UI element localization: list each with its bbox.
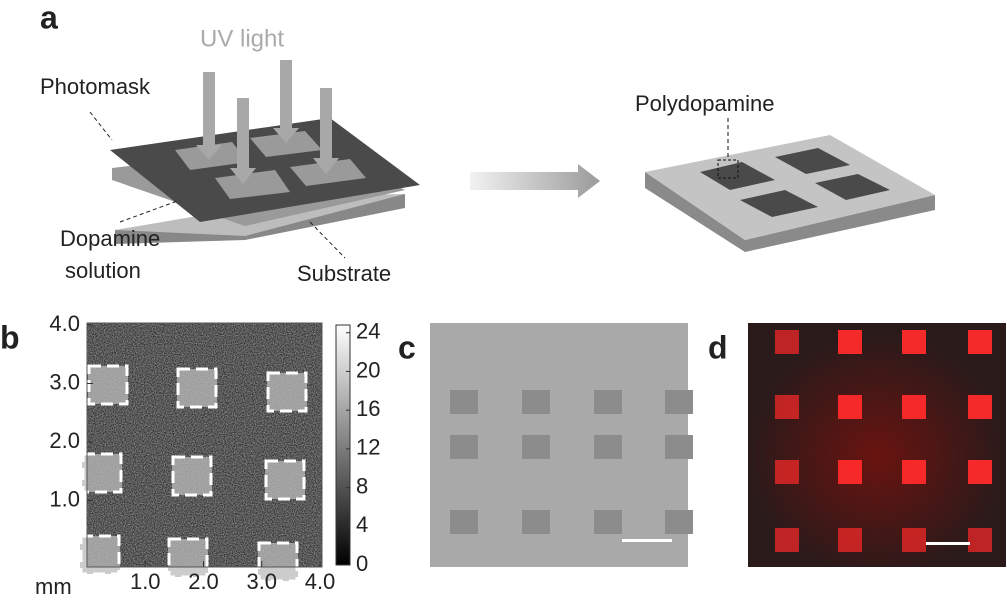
- polydopamine-label: Polydopamine: [635, 91, 774, 116]
- photomask-label: Photomask: [40, 74, 151, 99]
- uv-arrows: [196, 60, 339, 184]
- dashed-box: [266, 371, 308, 413]
- substrate-side: [645, 172, 935, 252]
- pda-square: [522, 390, 550, 414]
- pda-square: [594, 390, 622, 414]
- colorbar-tick-label: 16: [356, 396, 380, 421]
- leader: [89, 111, 113, 141]
- pda-square: [594, 510, 622, 534]
- x-tick-label: 2.0: [188, 569, 219, 594]
- scale-bar: [926, 542, 970, 545]
- pda-square: [594, 435, 622, 459]
- pda-square: [450, 435, 478, 459]
- bright-square: [265, 461, 305, 499]
- bright-square: [172, 457, 212, 495]
- pda-square: [450, 510, 478, 534]
- y-tick-label: 1.0: [49, 486, 80, 511]
- map-frame: [86, 322, 323, 568]
- fluorescence-image: [748, 323, 1006, 567]
- axis-unit: mm: [35, 574, 72, 599]
- fluorescent-square: [838, 460, 862, 484]
- map-noise: [87, 323, 322, 567]
- fluorescent-square: [902, 460, 926, 484]
- colorbar: [335, 324, 351, 566]
- bright-square: [258, 543, 298, 581]
- y-tick-label: 2.0: [49, 428, 80, 453]
- pattern-squares: [450, 390, 693, 534]
- photomask: [110, 118, 420, 222]
- bright-square: [168, 539, 208, 577]
- colorbar-tick-label: 0: [356, 551, 368, 576]
- dashed-box: [264, 459, 306, 501]
- dashed-box: [87, 364, 129, 406]
- pattern-squares: [79, 364, 308, 583]
- pda-square: [665, 435, 693, 459]
- substrate-top: [645, 135, 935, 240]
- panel-label: a: [40, 0, 58, 35]
- fluorescent-square: [902, 330, 926, 354]
- fluorescent-square: [968, 395, 992, 419]
- fluorescent-square: [775, 528, 799, 552]
- dashed-box: [171, 455, 213, 497]
- scale-bar: [622, 539, 672, 542]
- fluorescent-square: [902, 395, 926, 419]
- pda-square: [522, 435, 550, 459]
- bright-square: [82, 454, 122, 492]
- dashed-box: [176, 367, 218, 409]
- y-tick-label: 4.0: [49, 311, 80, 336]
- colorbar-tick-label: 24: [356, 319, 380, 344]
- leader: [119, 199, 181, 223]
- pda-square: [450, 390, 478, 414]
- fluorescent-square: [968, 460, 992, 484]
- panel-label: d: [708, 329, 728, 365]
- process-arrow: [470, 164, 600, 198]
- fluorescent-square: [838, 330, 862, 354]
- substrate-label: Substrate: [297, 261, 391, 286]
- pda-square: [665, 390, 693, 414]
- dashed-box: [81, 452, 123, 494]
- dashed-box: [257, 541, 299, 583]
- fluorescent-square: [838, 395, 862, 419]
- fluorescent-square: [902, 528, 926, 552]
- pda-square: [665, 510, 693, 534]
- fluorescent-square: [775, 330, 799, 354]
- pda-square: [522, 510, 550, 534]
- x-tick-label: 3.0: [246, 569, 277, 594]
- dashed-box: [167, 537, 209, 579]
- fluorescent-square: [968, 330, 992, 354]
- zoom-box: [717, 159, 739, 179]
- bright-square: [88, 366, 128, 404]
- bright-square: [267, 373, 307, 411]
- panel-label: b: [0, 319, 20, 355]
- dashed-box: [79, 534, 121, 576]
- bright-square: [177, 369, 217, 407]
- x-tick-label: 4.0: [305, 569, 336, 594]
- pattern-squares: [775, 330, 992, 552]
- fluorescent-square: [775, 395, 799, 419]
- panel-label: c: [398, 329, 416, 365]
- bright-square: [80, 536, 120, 574]
- fluorescent-square: [838, 528, 862, 552]
- colorbar-tick-label: 20: [356, 357, 380, 382]
- x-tick-label: 1.0: [130, 569, 161, 594]
- dopamine-label: solution: [65, 258, 141, 283]
- colorbar-tick-label: 12: [356, 435, 380, 460]
- fluorescent-square: [968, 528, 992, 552]
- y-tick-label: 3.0: [49, 369, 80, 394]
- colorbar-tick-label: 4: [356, 512, 368, 537]
- dopamine-label: Dopamine: [60, 226, 160, 251]
- colorbar-tick-label: 8: [356, 473, 368, 498]
- fluorescent-square: [775, 460, 799, 484]
- uv-label: UV light: [200, 25, 284, 52]
- leader: [309, 221, 346, 259]
